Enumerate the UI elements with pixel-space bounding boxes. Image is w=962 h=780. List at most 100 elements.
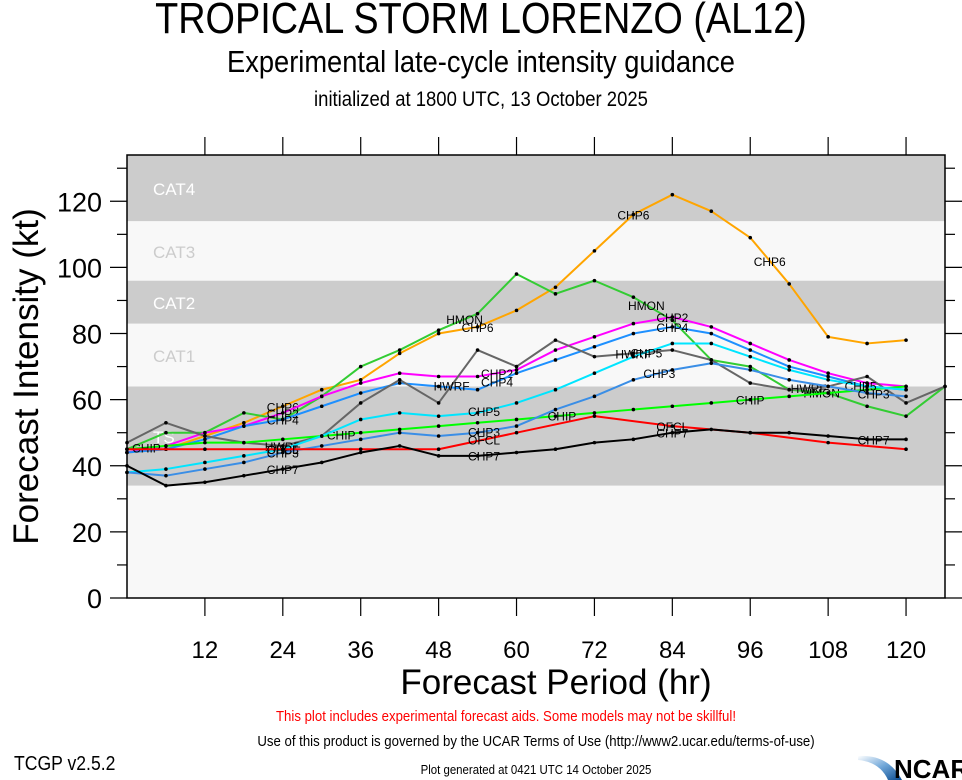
- data-point: [826, 335, 830, 339]
- data-point: [631, 321, 636, 326]
- band-cat2: [127, 280, 945, 324]
- data-point: [553, 414, 558, 418]
- series-line-hwrf: [126, 339, 946, 447]
- data-point: [748, 368, 753, 372]
- data-point: [865, 374, 869, 379]
- y-tick-label: 80: [72, 320, 102, 350]
- data-point: [358, 437, 363, 442]
- data-point: [164, 483, 168, 488]
- data-point: [514, 308, 519, 313]
- band-cat3: [127, 221, 945, 281]
- data-point: [397, 411, 402, 415]
- series-label-chip: CHIP: [736, 394, 765, 408]
- data-point: [592, 411, 597, 415]
- data-point: [242, 424, 246, 428]
- data-point: [475, 374, 480, 379]
- data-point: [242, 460, 246, 465]
- data-point: [358, 364, 363, 369]
- data-point: [865, 437, 869, 442]
- data-point: [592, 335, 597, 339]
- data-point: [281, 417, 285, 422]
- data-point: [904, 437, 908, 442]
- data-point: [631, 354, 636, 359]
- data-point: [553, 447, 558, 452]
- x-tick-label: 12: [192, 637, 219, 664]
- x-tick-label: 84: [659, 637, 686, 664]
- data-point: [826, 384, 830, 389]
- series-label-chp3: CHP3: [468, 426, 500, 440]
- data-point: [670, 404, 675, 409]
- x-tick-label: 36: [347, 637, 374, 664]
- data-point: [475, 311, 480, 316]
- series-label-ofcl: OFCL: [267, 443, 299, 457]
- data-point: [787, 387, 791, 392]
- data-point: [748, 341, 753, 346]
- series-label-hwrf: HWRF: [434, 379, 470, 393]
- x-tick-label: 96: [737, 637, 764, 664]
- data-point: [242, 440, 246, 445]
- series-label-chp3: CHP3: [858, 388, 890, 402]
- data-point: [592, 394, 597, 399]
- data-point: [436, 454, 441, 458]
- data-point: [358, 378, 363, 382]
- data-point: [475, 411, 480, 415]
- data-point: [203, 437, 207, 442]
- data-point: [553, 387, 558, 392]
- data-point: [514, 417, 519, 422]
- data-point: [475, 430, 480, 435]
- data-point: [670, 192, 675, 197]
- data-point: [553, 348, 558, 352]
- series-label-chp5: CHP5: [468, 405, 500, 419]
- data-point: [203, 434, 207, 438]
- data-point: [631, 437, 636, 442]
- series-label-chp6: CHP6: [462, 321, 494, 335]
- data-point: [397, 381, 402, 385]
- data-point: [203, 440, 207, 445]
- data-point: [709, 358, 714, 362]
- x-tick-label: 120: [886, 637, 926, 664]
- data-point: [358, 417, 363, 422]
- data-point: [514, 430, 519, 435]
- data-point: [709, 341, 714, 346]
- x-tick-label: 24: [269, 637, 296, 664]
- data-point: [631, 351, 636, 356]
- data-point: [514, 450, 519, 455]
- data-point: [748, 235, 753, 240]
- data-point: [592, 414, 597, 418]
- data-point: [904, 338, 908, 342]
- y-tick-label: 120: [57, 187, 102, 217]
- data-point: [436, 331, 441, 336]
- y-tick-label: 100: [57, 253, 102, 283]
- data-point: [787, 364, 791, 369]
- data-point: [319, 434, 324, 438]
- data-point: [553, 285, 558, 290]
- data-point: [631, 295, 636, 299]
- data-point: [164, 444, 168, 448]
- data-point: [670, 341, 675, 346]
- data-point: [670, 430, 675, 435]
- data-point: [203, 460, 207, 465]
- data-point: [358, 430, 363, 435]
- data-point: [670, 318, 675, 323]
- ncar-swoosh-icon: [858, 755, 902, 780]
- ncar-logo: NCAR: [858, 754, 962, 780]
- data-point: [203, 430, 207, 435]
- data-point: [358, 447, 363, 452]
- x-tick-label: 60: [503, 637, 530, 664]
- data-point: [670, 424, 675, 428]
- data-point: [592, 440, 597, 445]
- data-point: [826, 440, 830, 445]
- data-point: [281, 411, 285, 415]
- series-label-chp2: CHP2: [656, 311, 688, 325]
- series-label-hwrf: HWRF: [615, 347, 651, 361]
- data-point: [397, 351, 402, 356]
- data-point: [203, 467, 207, 471]
- y-tick-label: 0: [87, 584, 102, 614]
- y-tick-label: 40: [72, 452, 102, 482]
- y-tick-label: 60: [72, 386, 102, 416]
- data-point: [203, 480, 207, 485]
- band-label: CAT2: [153, 294, 195, 313]
- plot-frame: [126, 154, 946, 599]
- series-label-chp5: CHP5: [630, 346, 662, 360]
- data-point: [631, 212, 636, 217]
